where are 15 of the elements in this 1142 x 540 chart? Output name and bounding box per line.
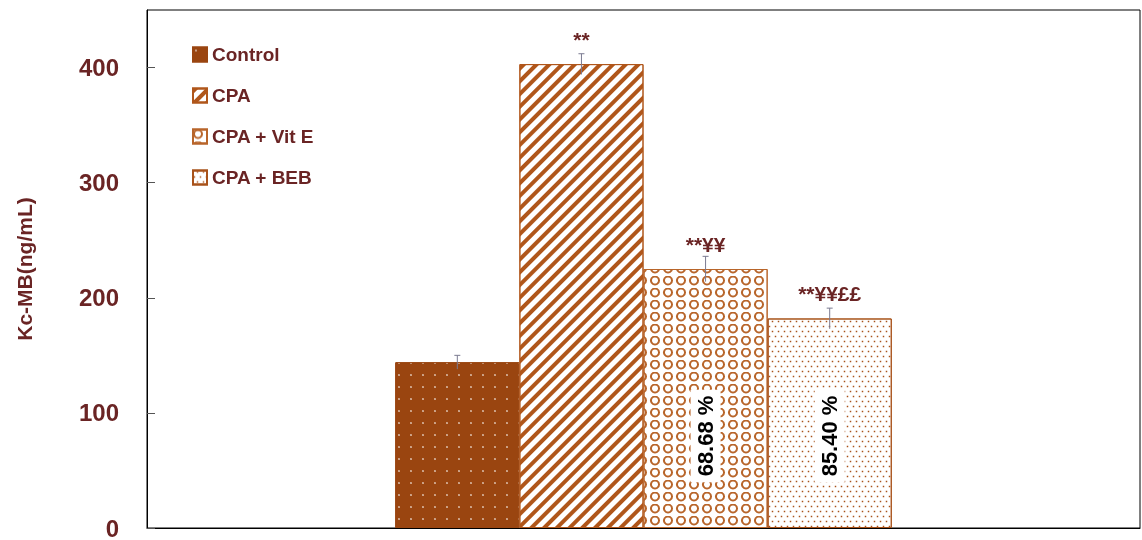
y-tick-label: 200 <box>78 284 119 312</box>
y-tick-label: 0 <box>105 514 119 540</box>
legend-label: Control <box>212 44 280 65</box>
legend-label: CPA <box>212 85 251 106</box>
y-axis-title: Kc-MB(ng/mL) <box>13 197 36 341</box>
annotation: 68.68 % <box>693 395 719 477</box>
legend-label: CPA + BEB <box>212 167 312 188</box>
y-tick-label: 100 <box>78 399 119 427</box>
data-label: **¥¥ <box>685 233 726 256</box>
data-label: ** <box>573 28 591 52</box>
data-label: **¥¥££ <box>798 282 862 306</box>
annotation: 85.40 % <box>817 395 843 477</box>
y-tick-label: 400 <box>78 54 119 82</box>
legend-label: CPA + Vit E <box>212 126 314 147</box>
y-tick-label: 300 <box>78 169 119 197</box>
